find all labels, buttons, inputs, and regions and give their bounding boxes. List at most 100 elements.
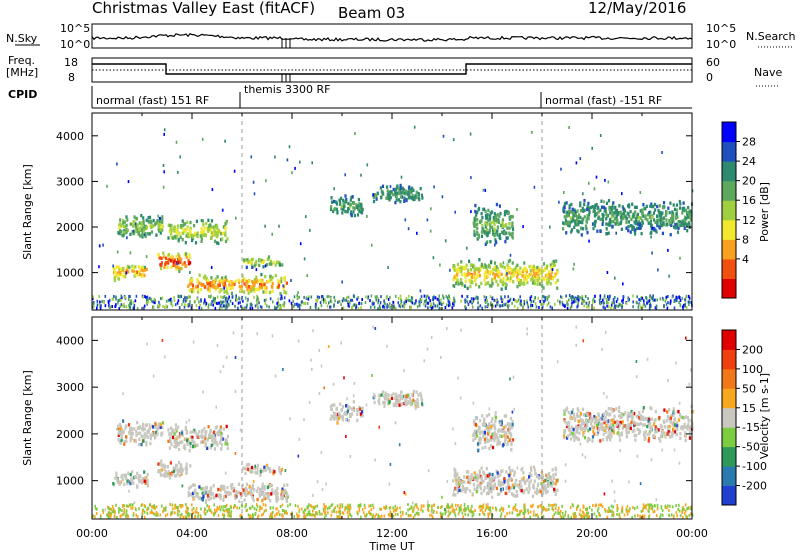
heatmap-cell bbox=[474, 423, 477, 427]
clutter-cell bbox=[181, 303, 183, 306]
heatmap-cell bbox=[497, 479, 500, 483]
heatmap-cell bbox=[476, 218, 479, 222]
heatmap-cell bbox=[649, 204, 652, 208]
heatmap-cell bbox=[533, 281, 536, 286]
clutter-cell bbox=[132, 300, 135, 304]
heatmap-cell bbox=[379, 196, 383, 200]
heatmap-cell bbox=[283, 277, 286, 281]
heatmap-cell bbox=[498, 275, 501, 279]
heatmap-cell bbox=[399, 186, 402, 190]
heatmap-cell bbox=[567, 213, 570, 218]
heatmap-cell bbox=[686, 416, 690, 420]
heatmap-cell bbox=[206, 226, 209, 231]
clutter-cell bbox=[304, 301, 307, 305]
heatmap-cell bbox=[567, 221, 570, 225]
heatmap-cell bbox=[207, 491, 210, 495]
clutter-cell bbox=[626, 512, 629, 516]
clutter-cell bbox=[130, 299, 132, 303]
heatmap-cell bbox=[261, 281, 264, 285]
heatmap-cell bbox=[508, 466, 511, 470]
clutter-cell bbox=[557, 299, 559, 303]
heatmap-cell bbox=[491, 445, 495, 450]
heatmap-cell bbox=[275, 494, 278, 498]
heatmap-cell bbox=[572, 434, 575, 439]
heatmap-cell bbox=[639, 223, 642, 227]
heatmap-cell bbox=[554, 482, 557, 486]
heatmap-cell bbox=[592, 417, 595, 421]
heatmap-cell bbox=[278, 263, 282, 267]
heatmap-cell bbox=[483, 278, 486, 282]
clutter-cell bbox=[204, 299, 206, 303]
clutter-cell bbox=[444, 306, 447, 309]
heatmap-cell bbox=[140, 265, 143, 270]
heatmap-cell bbox=[509, 232, 512, 237]
heatmap-cell bbox=[243, 498, 246, 502]
heatmap-cell bbox=[620, 433, 623, 437]
clutter-cell bbox=[570, 304, 573, 308]
scatter-cell bbox=[667, 248, 669, 252]
heatmap-cell bbox=[202, 486, 205, 491]
heatmap-cell bbox=[511, 225, 514, 229]
scatter-cell bbox=[265, 179, 267, 183]
clutter-cell bbox=[200, 507, 202, 511]
heatmap-cell bbox=[476, 230, 479, 235]
heatmap-cell bbox=[675, 225, 678, 229]
heatmap-cell bbox=[136, 273, 139, 277]
heatmap-cell bbox=[217, 487, 220, 492]
heatmap-cell bbox=[337, 413, 340, 418]
heatmap-cell bbox=[191, 278, 194, 283]
clutter-cell bbox=[146, 301, 148, 305]
heatmap-cell bbox=[420, 402, 424, 406]
heatmap-cell bbox=[197, 496, 201, 500]
heatmap-cell bbox=[575, 219, 578, 223]
heatmap-cell bbox=[648, 215, 652, 219]
heatmap-cell bbox=[681, 415, 684, 420]
clutter-cell bbox=[440, 298, 442, 302]
heatmap-cell bbox=[274, 489, 277, 493]
clutter-cell bbox=[553, 503, 555, 507]
clutter-cell bbox=[307, 511, 310, 514]
heatmap-cell bbox=[211, 492, 214, 496]
clutter-cell bbox=[235, 294, 237, 298]
clutter-cell bbox=[679, 299, 682, 302]
heatmap-cell bbox=[660, 215, 663, 219]
heatmap-cell bbox=[191, 483, 195, 487]
clutter-cell bbox=[210, 302, 212, 306]
heatmap-cell bbox=[536, 474, 539, 478]
heatmap-cell bbox=[647, 212, 651, 216]
heatmap-cell bbox=[519, 281, 522, 285]
clutter-cell bbox=[648, 306, 651, 310]
clutter-cell bbox=[540, 302, 542, 306]
clutter-cell bbox=[471, 510, 474, 514]
clutter-cell bbox=[469, 300, 471, 304]
clutter-cell bbox=[133, 303, 136, 307]
heatmap-cell bbox=[361, 410, 364, 414]
heatmap-cell bbox=[675, 427, 678, 431]
clutter-cell bbox=[407, 508, 409, 512]
heatmap-cell bbox=[258, 494, 261, 498]
heatmap-cell bbox=[582, 209, 585, 213]
clutter-cell bbox=[223, 513, 226, 517]
scatter-cell bbox=[416, 231, 418, 235]
heatmap-cell bbox=[465, 263, 468, 267]
heatmap-cell bbox=[679, 432, 682, 436]
clutter-cell bbox=[490, 301, 492, 305]
heatmap-cell bbox=[249, 260, 252, 265]
heatmap-cell bbox=[162, 473, 165, 478]
heatmap-cell bbox=[473, 275, 476, 279]
scatter-cell bbox=[175, 140, 178, 144]
heatmap-cell bbox=[458, 488, 461, 492]
heatmap-cell bbox=[208, 491, 211, 496]
heatmap-cell bbox=[344, 209, 347, 214]
heatmap-cell bbox=[580, 226, 583, 231]
heatmap-cell bbox=[455, 474, 458, 478]
clutter-cell bbox=[483, 295, 486, 299]
clutter-cell bbox=[349, 301, 351, 305]
heatmap-cell bbox=[456, 479, 459, 483]
heatmap-cell bbox=[625, 427, 628, 432]
clutter-cell bbox=[354, 303, 357, 307]
heatmap-cell bbox=[568, 204, 571, 208]
heatmap-cell bbox=[554, 274, 557, 279]
heatmap-cell bbox=[151, 432, 154, 436]
heatmap-cell bbox=[160, 263, 163, 268]
